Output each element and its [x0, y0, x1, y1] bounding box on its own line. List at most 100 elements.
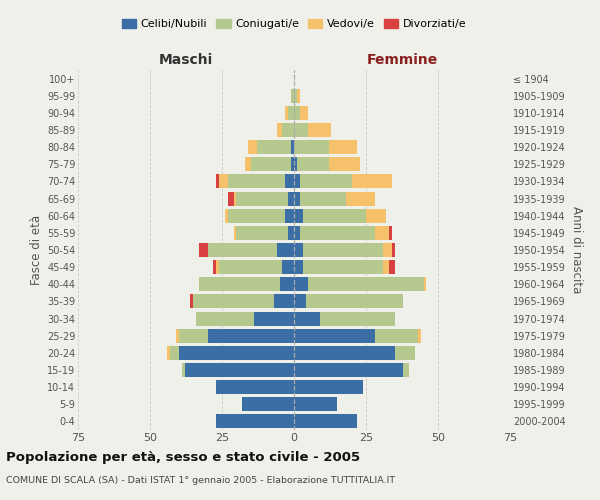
Bar — [320, 312, 395, 326]
Bar — [179, 346, 294, 360]
Text: Maschi: Maschi — [159, 52, 213, 66]
Bar — [167, 346, 170, 360]
Bar — [286, 106, 288, 120]
Bar — [294, 140, 329, 154]
Bar — [308, 123, 331, 137]
Bar — [288, 106, 294, 120]
Bar — [302, 260, 383, 274]
Bar — [374, 226, 389, 240]
Bar — [294, 294, 305, 308]
Bar — [170, 346, 179, 360]
Bar — [219, 174, 228, 188]
Bar — [283, 260, 294, 274]
Bar — [383, 243, 392, 257]
Bar — [294, 88, 297, 102]
Bar — [228, 192, 233, 205]
Bar — [294, 106, 300, 120]
Text: COMUNE DI SCALA (SA) - Dati ISTAT 1° gennaio 2005 - Elaborazione TUTTITALIA.IT: COMUNE DI SCALA (SA) - Dati ISTAT 1° gen… — [6, 476, 395, 485]
Bar — [294, 278, 308, 291]
Bar — [277, 243, 294, 257]
Bar — [305, 294, 403, 308]
Bar — [199, 243, 208, 257]
Bar — [383, 260, 389, 274]
Bar — [228, 208, 286, 222]
Bar — [374, 328, 418, 342]
Bar — [280, 278, 294, 291]
Bar — [245, 158, 251, 172]
Bar — [302, 208, 366, 222]
Bar — [294, 363, 403, 377]
Bar — [418, 328, 421, 342]
Bar — [233, 192, 236, 205]
Bar — [216, 414, 294, 428]
Bar — [179, 328, 208, 342]
Bar — [366, 208, 386, 222]
Bar — [225, 208, 228, 222]
Bar — [190, 294, 193, 308]
Bar — [286, 174, 294, 188]
Bar — [216, 174, 219, 188]
Bar — [352, 174, 392, 188]
Bar — [389, 226, 392, 240]
Bar — [193, 294, 274, 308]
Legend: Celibi/Nubili, Coniugati/e, Vedovi/e, Divorziati/e: Celibi/Nubili, Coniugati/e, Vedovi/e, Di… — [118, 14, 470, 34]
Bar — [294, 192, 300, 205]
Bar — [208, 243, 277, 257]
Bar — [251, 158, 291, 172]
Bar — [297, 158, 329, 172]
Bar — [294, 226, 300, 240]
Bar — [294, 346, 395, 360]
Bar — [288, 226, 294, 240]
Y-axis label: Fasce di età: Fasce di età — [29, 215, 43, 285]
Bar — [274, 294, 294, 308]
Bar — [228, 174, 286, 188]
Bar — [196, 312, 254, 326]
Bar — [294, 414, 358, 428]
Text: Popolazione per età, sesso e stato civile - 2005: Popolazione per età, sesso e stato civil… — [6, 451, 360, 464]
Bar — [176, 328, 179, 342]
Bar — [302, 243, 383, 257]
Bar — [216, 380, 294, 394]
Y-axis label: Anni di nascita: Anni di nascita — [570, 206, 583, 294]
Text: Femmine: Femmine — [367, 52, 437, 66]
Bar — [208, 328, 294, 342]
Bar — [236, 192, 288, 205]
Bar — [291, 88, 294, 102]
Bar — [294, 123, 308, 137]
Bar — [242, 398, 294, 411]
Bar — [291, 158, 294, 172]
Bar — [248, 140, 257, 154]
Bar — [389, 260, 395, 274]
Bar — [424, 278, 427, 291]
Bar — [288, 192, 294, 205]
Bar — [216, 260, 219, 274]
Bar — [294, 260, 302, 274]
Bar — [283, 123, 294, 137]
Bar — [291, 140, 294, 154]
Bar — [300, 174, 352, 188]
Bar — [199, 278, 280, 291]
Bar — [294, 380, 363, 394]
Bar — [329, 140, 358, 154]
Bar — [297, 88, 300, 102]
Bar — [300, 106, 308, 120]
Bar — [236, 226, 288, 240]
Bar — [214, 260, 216, 274]
Bar — [300, 192, 346, 205]
Bar — [300, 226, 374, 240]
Bar — [294, 243, 302, 257]
Bar — [219, 260, 283, 274]
Bar — [392, 243, 395, 257]
Bar — [277, 123, 283, 137]
Bar — [233, 226, 236, 240]
Bar — [329, 158, 360, 172]
Bar — [257, 140, 291, 154]
Bar — [308, 278, 424, 291]
Bar — [286, 208, 294, 222]
Bar — [395, 346, 415, 360]
Bar — [182, 363, 185, 377]
Bar — [254, 312, 294, 326]
Bar — [294, 208, 302, 222]
Bar — [185, 363, 294, 377]
Bar — [294, 312, 320, 326]
